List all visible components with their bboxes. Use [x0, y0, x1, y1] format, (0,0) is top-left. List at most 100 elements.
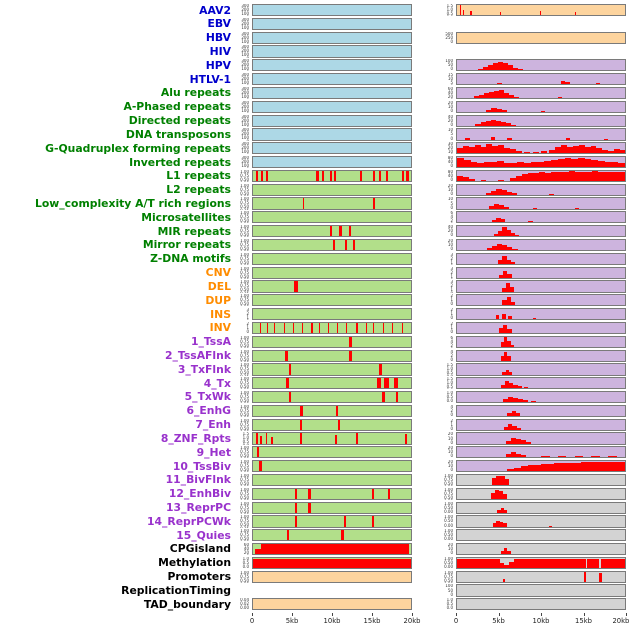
data-bar [532, 207, 537, 209]
data-bar [288, 364, 291, 375]
track-panel-left-7-enh [252, 418, 412, 431]
data-bar [499, 563, 505, 568]
row-label-7-enh: 7_Enh [195, 418, 231, 432]
y-tick-label: 3 [450, 252, 453, 257]
data-bar [477, 162, 484, 168]
y-axis-ticks-left-mirror-repeats: 1.000.750.500.250.00 [232, 239, 251, 251]
y-tick-label: 1.00 [444, 529, 453, 534]
x-axis-label-left: 5kb [285, 616, 299, 625]
data-bar [493, 233, 499, 237]
y-tick-label: 20 [243, 549, 249, 555]
y-tick-label: 1.00 [240, 197, 249, 202]
track-panel-right-directed-repeats [456, 114, 626, 127]
data-bar [508, 315, 512, 320]
row-label-15-quies: 15_Quies [176, 528, 231, 542]
track-panel-left-a-phased-repeats [252, 100, 412, 113]
data-bar [514, 235, 520, 237]
data-bar [604, 172, 610, 181]
y-tick-label: 100 [241, 163, 249, 169]
data-bar [506, 191, 512, 195]
y-tick-label: 1.00 [240, 238, 249, 243]
data-bar [590, 146, 597, 154]
track-panel-left-l1-repeats [252, 169, 412, 183]
y-tick-label: 200 [241, 62, 249, 68]
y-tick-label: 20 [447, 432, 453, 437]
y-tick-label: 0.50 [240, 397, 249, 403]
data-bar [544, 161, 552, 168]
row-label-3-txflnk: 3_TxFlnk [177, 362, 231, 376]
y-axis-ticks-right-cpgisland: 20 10 0 [435, 543, 455, 555]
y-tick-label: 1.00 [240, 377, 249, 382]
data-bar [371, 516, 374, 527]
y-tick-label: 0.75 [240, 186, 249, 192]
x-axis-label-right: 10kb [532, 616, 550, 625]
y-tick-label: 1.00 [240, 335, 249, 340]
data-bar [487, 248, 493, 251]
track-panel-right-dup [456, 294, 626, 307]
y-axis-ticks-left-a-phased-repeats: 3002001000 [232, 101, 251, 113]
track-panel-left-directed-repeats [252, 114, 412, 127]
y-tick-label: 300 [241, 100, 249, 105]
data-bar [511, 410, 516, 416]
y-tick-label: 0.50 [240, 494, 249, 500]
data-bar [300, 405, 303, 416]
data-bar [517, 162, 525, 168]
y-tick-label: 0 [246, 329, 249, 335]
y-axis-ticks-right-8-znf-rpts: 20 10 0 [435, 432, 455, 444]
data-bar [385, 170, 389, 181]
y-tick-label: 300 [241, 156, 249, 161]
data-bar [267, 322, 269, 334]
y-tick-label: 200 [241, 34, 249, 40]
track-panel-left-microsatellites [252, 211, 412, 224]
data-bar [478, 94, 484, 99]
data-bar [608, 150, 615, 154]
track-panel-left-3-txflnk [252, 363, 412, 376]
data-bar [253, 558, 411, 568]
track-panel-left-dup [252, 294, 412, 307]
data-bar [611, 162, 619, 168]
track-panel-right-g-quadruplex-forming-repeats [456, 142, 626, 155]
data-bar [514, 467, 521, 472]
y-tick-label: 0.75 [240, 338, 249, 344]
track-panel-left-dna-transposons [252, 128, 412, 141]
row-label-alu-repeats: Alu repeats [160, 86, 231, 100]
data-bar [308, 502, 311, 513]
y-axis-ticks-left-low-complexity-a-t-rich-regions: 1.000.750.500.250.00 [232, 197, 251, 209]
y-tick-label: 1.00 [240, 473, 249, 478]
y-tick-label: 2 [246, 311, 249, 317]
row-label-11-bivflnk: 11_BivFlnk [165, 473, 231, 487]
data-bar [505, 123, 511, 126]
data-bar [300, 419, 303, 430]
y-tick-label: 0.5 [446, 601, 453, 607]
y-tick-label: 0.50 [240, 536, 249, 542]
data-bar [509, 372, 513, 375]
y-tick-label: 1.00 [240, 515, 249, 520]
y-tick-label: 0 [450, 190, 453, 196]
track-panel-right-1-tssa [456, 335, 626, 348]
y-tick-label: 0 [450, 232, 453, 238]
data-bar [518, 399, 524, 403]
data-bar [260, 170, 264, 181]
data-bar [505, 454, 511, 458]
data-bar [609, 171, 616, 181]
y-tick-label: 0.75 [444, 573, 453, 579]
row-label-14-reprpcwk: 14_ReprPCWk [146, 514, 231, 528]
track-panel-left-hpv [252, 59, 412, 72]
data-bar [549, 525, 552, 527]
y-tick-label: 1.00 [240, 404, 249, 409]
y-tick-label: 0.00 [444, 508, 453, 514]
data-bar [554, 463, 562, 472]
track-panel-left-inverted-repeats [252, 156, 412, 169]
data-bar [286, 530, 290, 541]
track-panel-left-htlv-1 [252, 73, 412, 86]
data-bar [492, 477, 497, 486]
y-tick-label: 100 [241, 107, 249, 113]
data-bar [491, 190, 497, 195]
data-bar [496, 520, 500, 527]
data-bar [502, 227, 507, 237]
y-tick-label: 1 [450, 297, 453, 303]
data-bar [601, 461, 609, 472]
data-bar [504, 147, 510, 154]
data-bar [502, 245, 508, 251]
